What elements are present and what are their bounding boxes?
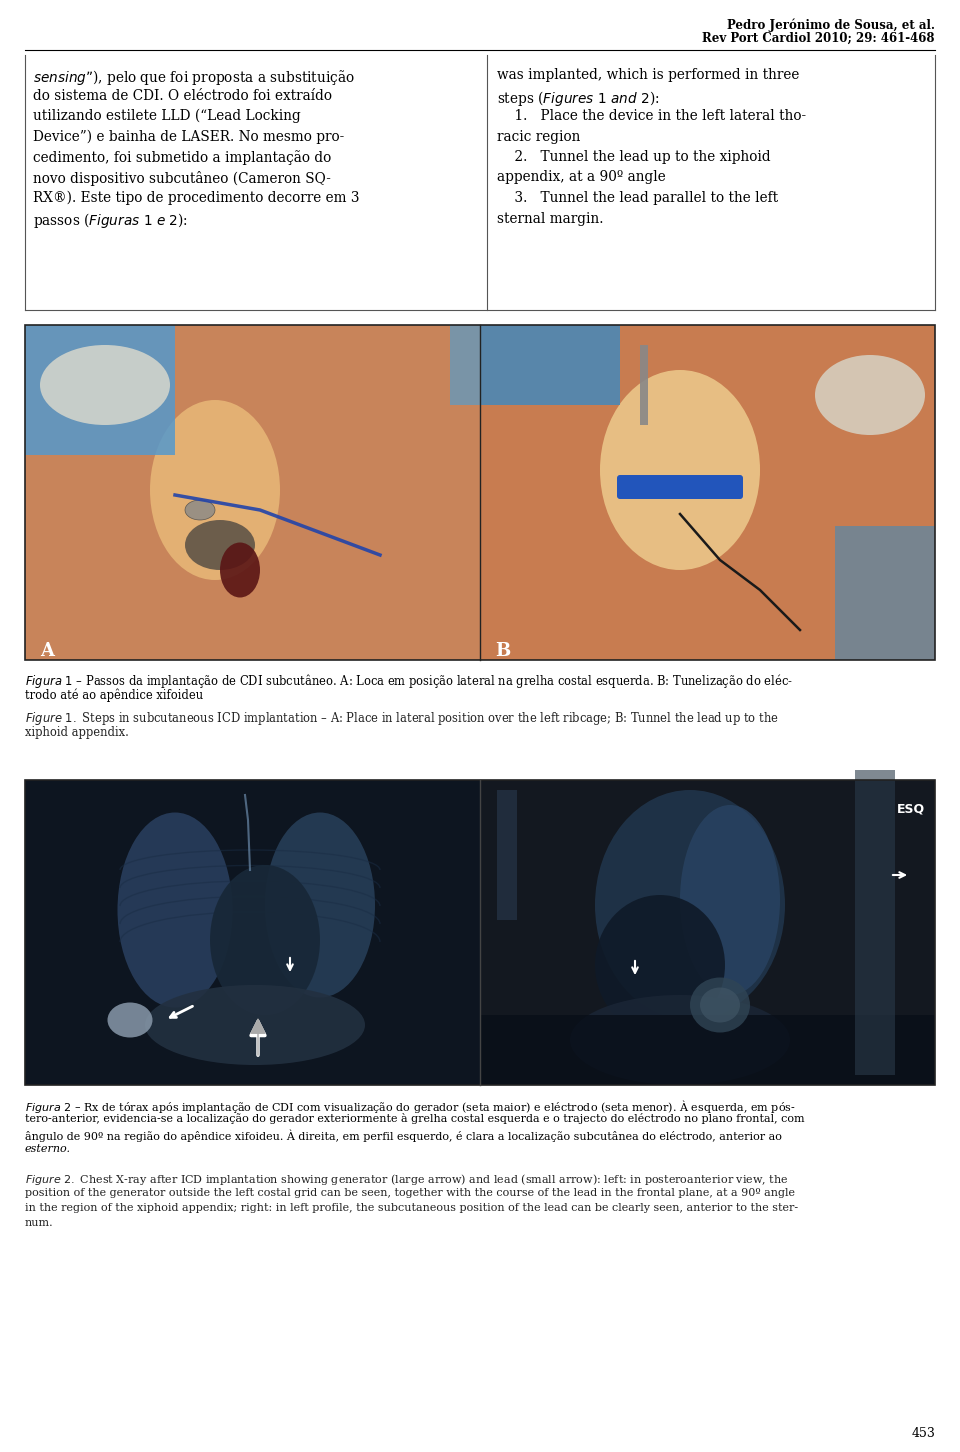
Text: A: A [40,642,54,661]
Ellipse shape [108,1002,153,1038]
Text: $\it{sensing}$”), pelo que foi proposta a substituição: $\it{sensing}$”), pelo que foi proposta … [33,68,355,87]
Text: 2.   Tunnel the lead up to the xiphoid: 2. Tunnel the lead up to the xiphoid [497,150,771,164]
Bar [25,325,480,661]
Bar [497,790,517,921]
Text: Rev Port Cardiol 2010; 29: 461-468: Rev Port Cardiol 2010; 29: 461-468 [703,32,935,45]
Ellipse shape [700,987,740,1022]
Text: novo dispositivo subcutâneo (Cameron SQ-: novo dispositivo subcutâneo (Cameron SQ- [33,170,331,186]
Ellipse shape [690,977,750,1032]
Text: $\it{Figure\ 2.}$ Chest X-ray after ICD implantation showing generator (large ar: $\it{Figure\ 2.}$ Chest X-ray after ICD … [25,1172,788,1186]
Bar [25,325,935,661]
Text: steps ($\it{Figures\ 1\ and\ 2}$):: steps ($\it{Figures\ 1\ and\ 2}$): [497,89,660,107]
Text: ângulo de 90º na região do apêndice xifoideu. À direita, em perfil esquerdo, é c: ângulo de 90º na região do apêndice xifo… [25,1130,781,1141]
Text: esterno.: esterno. [25,1144,71,1154]
Ellipse shape [570,995,790,1085]
Ellipse shape [815,354,925,436]
Text: position of the generator outside the left costal grid can be seen, together wit: position of the generator outside the le… [25,1188,795,1198]
Ellipse shape [185,520,255,571]
Ellipse shape [220,543,260,598]
Text: xiphoid appendix.: xiphoid appendix. [25,726,129,739]
Text: tero-anterior, evidencia-se a localização do gerador exteriormente à grelha cost: tero-anterior, evidencia-se a localizaçã… [25,1114,804,1124]
Text: ESQ: ESQ [897,802,925,815]
Text: B: B [495,642,511,661]
Text: $\it{Figura\ 1}$ – Passos da implantação de CDI subcutâneo. A: Loca em posição l: $\it{Figura\ 1}$ – Passos da implantação… [25,672,793,690]
Ellipse shape [117,813,232,1008]
Ellipse shape [210,865,320,1015]
Text: do sistema de CDI. O eléctrodo foi extraído: do sistema de CDI. O eléctrodo foi extra… [33,89,332,103]
Bar [450,325,480,405]
Bar [25,780,480,1085]
Text: RX®). Este tipo de procedimento decorre em 3: RX®). Este tipo de procedimento decorre … [33,192,359,205]
Ellipse shape [150,399,280,579]
Text: was implanted, which is performed in three: was implanted, which is performed in thr… [497,68,800,81]
Bar [480,780,935,1085]
Text: $\it{Figura\ 2}$ – Rx de tórax após implantação de CDI com visualização do gerad: $\it{Figura\ 2}$ – Rx de tórax após impl… [25,1098,796,1115]
Ellipse shape [265,813,375,998]
Text: 1.   Place the device in the left lateral tho-: 1. Place the device in the left lateral … [497,109,806,123]
Bar [480,1015,935,1085]
Bar [835,526,935,661]
Ellipse shape [600,370,760,571]
Text: sternal margin.: sternal margin. [497,212,604,225]
Bar [25,325,175,454]
Text: utilizando estilete LLD (“Lead Locking: utilizando estilete LLD (“Lead Locking [33,109,300,123]
Bar [480,325,935,661]
Bar [640,346,648,425]
Text: cedimento, foi submetido a implantação do: cedimento, foi submetido a implantação d… [33,150,331,166]
Bar [25,780,935,1085]
Bar [480,325,620,405]
Ellipse shape [680,804,780,995]
Ellipse shape [40,346,170,425]
Ellipse shape [595,790,785,1019]
Text: appendix, at a 90º angle: appendix, at a 90º angle [497,170,665,184]
Text: 453: 453 [911,1427,935,1440]
Text: 3.   Tunnel the lead parallel to the left: 3. Tunnel the lead parallel to the left [497,192,779,205]
Text: Pedro Jerónimo de Sousa, et al.: Pedro Jerónimo de Sousa, et al. [727,17,935,32]
Bar [855,770,895,1074]
Text: in the region of the xiphoid appendix; right: in left profile, the subcutaneous : in the region of the xiphoid appendix; r… [25,1204,798,1212]
Text: trodo até ao apêndice xifoideu: trodo até ao apêndice xifoideu [25,688,204,701]
FancyBboxPatch shape [617,475,743,499]
Text: $\it{Figure\ 1.}$ Steps in subcutaneous ICD implantation – A: Place in lateral p: $\it{Figure\ 1.}$ Steps in subcutaneous … [25,710,779,727]
Text: racic region: racic region [497,129,581,144]
Ellipse shape [595,894,725,1035]
Ellipse shape [145,984,365,1064]
Text: passos ($\it{Figuras\ 1\ e\ 2}$):: passos ($\it{Figuras\ 1\ e\ 2}$): [33,212,188,231]
Text: Device”) e bainha de LASER. No mesmo pro-: Device”) e bainha de LASER. No mesmo pro… [33,129,345,144]
Ellipse shape [185,499,215,520]
Text: num.: num. [25,1218,54,1228]
